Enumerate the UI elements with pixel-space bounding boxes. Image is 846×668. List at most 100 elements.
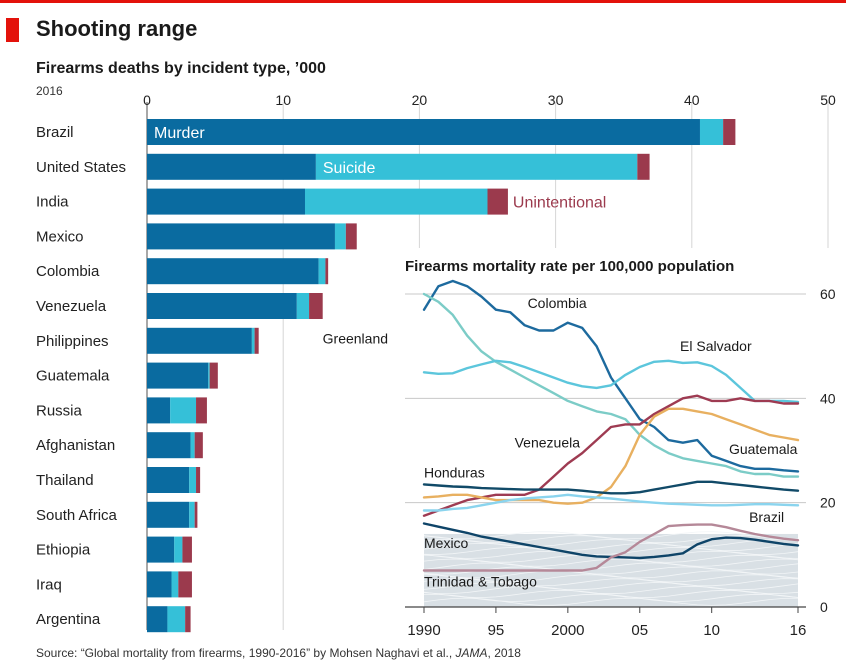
bar-suicide-thailand [189,467,197,493]
series-label-venezuela: Venezuela [515,434,581,450]
y-tick-label: 40 [820,390,836,406]
bar-unintentional-iraq [178,571,192,598]
bar-murder-guatemala [147,362,209,389]
bar-suicide-afghanistan [190,432,195,459]
bar-suicide-colombia [318,258,326,285]
bar-unintentional-venezuela [309,293,323,319]
category-label-thailand: Thailand [36,472,94,489]
bar-murder-iraq [147,571,172,598]
series-label-guatemala: Guatemala [729,441,798,457]
category-label-russia: Russia [36,402,83,419]
bar-suicide-india [304,188,488,215]
line-honduras [422,480,800,495]
x-tick-label: 40 [684,92,700,108]
brand-tag [6,18,19,42]
bar-murder-south-africa [147,501,190,528]
line-trinidad-and-tobago [422,523,800,572]
bar-unintentional-india [487,188,508,215]
line-x-tick-label: 16 [790,622,807,639]
y-tick-label: 60 [820,286,836,302]
series-label-mexico: Mexico [424,535,469,551]
bar-murder-argentina [147,606,168,633]
line-el-salvador [422,359,800,404]
bar-suicide-ethiopia [174,536,183,563]
bar-murder-russia [147,397,171,424]
line-chart-title: Firearms mortality rate per 100,000 popu… [405,258,734,275]
line-greenland [422,292,800,478]
bar-suicide-brazil [699,119,724,145]
category-label-brazil: Brazil [36,124,74,141]
line-colombia [422,279,800,473]
line-guatemala [422,407,800,505]
bar-murder-mexico [147,223,335,250]
line-x-tick-label: 1990 [407,622,440,639]
bar-suicide-iraq [171,571,179,598]
x-tick-label: 20 [412,92,428,108]
bar-suicide-argentina [167,606,186,633]
series-label-honduras: Honduras [424,465,485,481]
bar-murder-venezuela [147,293,297,319]
chart-title: Shooting range [36,16,198,41]
series-label-murder: Murder [154,125,205,142]
category-label-ethiopia: Ethiopia [36,542,91,559]
line-x-tick-label: 2000 [551,622,584,639]
bar-unintentional-thailand [196,467,201,493]
source-journal: JAMA [455,646,488,660]
category-label-philippines: Philippines [36,333,109,350]
source-suffix: , 2018 [487,646,521,660]
bar-murder-thailand [147,467,190,493]
bar-unintentional-ethiopia [182,536,192,563]
bar-unintentional-united-states [637,153,650,180]
bar-murder-brazil [147,119,700,145]
bar-murder-philippines [147,327,252,354]
line-x-tick-label: 10 [703,622,720,639]
line-x-tick-label: 05 [631,622,648,639]
bar-unintentional-russia [196,397,207,424]
bar-murder-colombia [147,258,319,285]
other-country-line [423,542,799,552]
source-note: Source: “Global mortality from firearms,… [36,646,521,660]
other-country-line [423,574,799,583]
bar-unintentional-brazil [723,119,736,145]
bar-murder-united-states [147,153,316,180]
x-tick-label: 50 [820,92,836,108]
category-label-mexico: Mexico [36,228,84,245]
category-label-venezuela: Venezuela [36,298,107,315]
series-label-brazil: Brazil [749,509,784,525]
bar-suicide-venezuela [296,293,310,319]
category-label-afghanistan: Afghanistan [36,437,115,454]
source-prefix: Source: “Global mortality from firearms,… [36,646,456,660]
other-country-line [423,546,799,556]
series-label-el-salvador: El Salvador [680,338,752,354]
category-label-argentina: Argentina [36,611,101,628]
series-label-greenland: Greenland [323,331,388,347]
category-label-iraq: Iraq [36,576,62,593]
series-label-colombia: Colombia [528,295,587,311]
other-country-line [423,585,799,595]
category-label-guatemala: Guatemala [36,368,110,385]
other-country-line [423,562,799,571]
bar-suicide-mexico [334,223,346,250]
bar-unintentional-afghanistan [194,432,203,459]
bar-murder-india [147,188,305,215]
series-label-unintentional: Unintentional [513,195,606,212]
y-tick-label: 0 [820,599,828,615]
bar-unintentional-colombia [325,258,329,285]
bar-suicide-philippines [251,327,255,354]
x-tick-label: 0 [143,92,151,108]
bar-suicide-south-africa [189,501,195,528]
bar-unintentional-south-africa [194,501,198,528]
x-tick-label: 10 [275,92,291,108]
bar-unintentional-mexico [345,223,357,250]
category-label-colombia: Colombia [36,263,100,280]
bar-suicide-united-states [315,153,638,180]
bar-murder-afghanistan [147,432,191,459]
y-tick-label: 20 [820,495,836,511]
bar-unintentional-argentina [185,606,191,633]
top-rule [0,0,846,3]
line-x-tick-label: 95 [488,622,505,639]
bar-chart-subtitle: Firearms deaths by incident type, ’000 [36,60,326,77]
line-venezuela [422,394,800,517]
series-label-suicide: Suicide [323,160,376,177]
